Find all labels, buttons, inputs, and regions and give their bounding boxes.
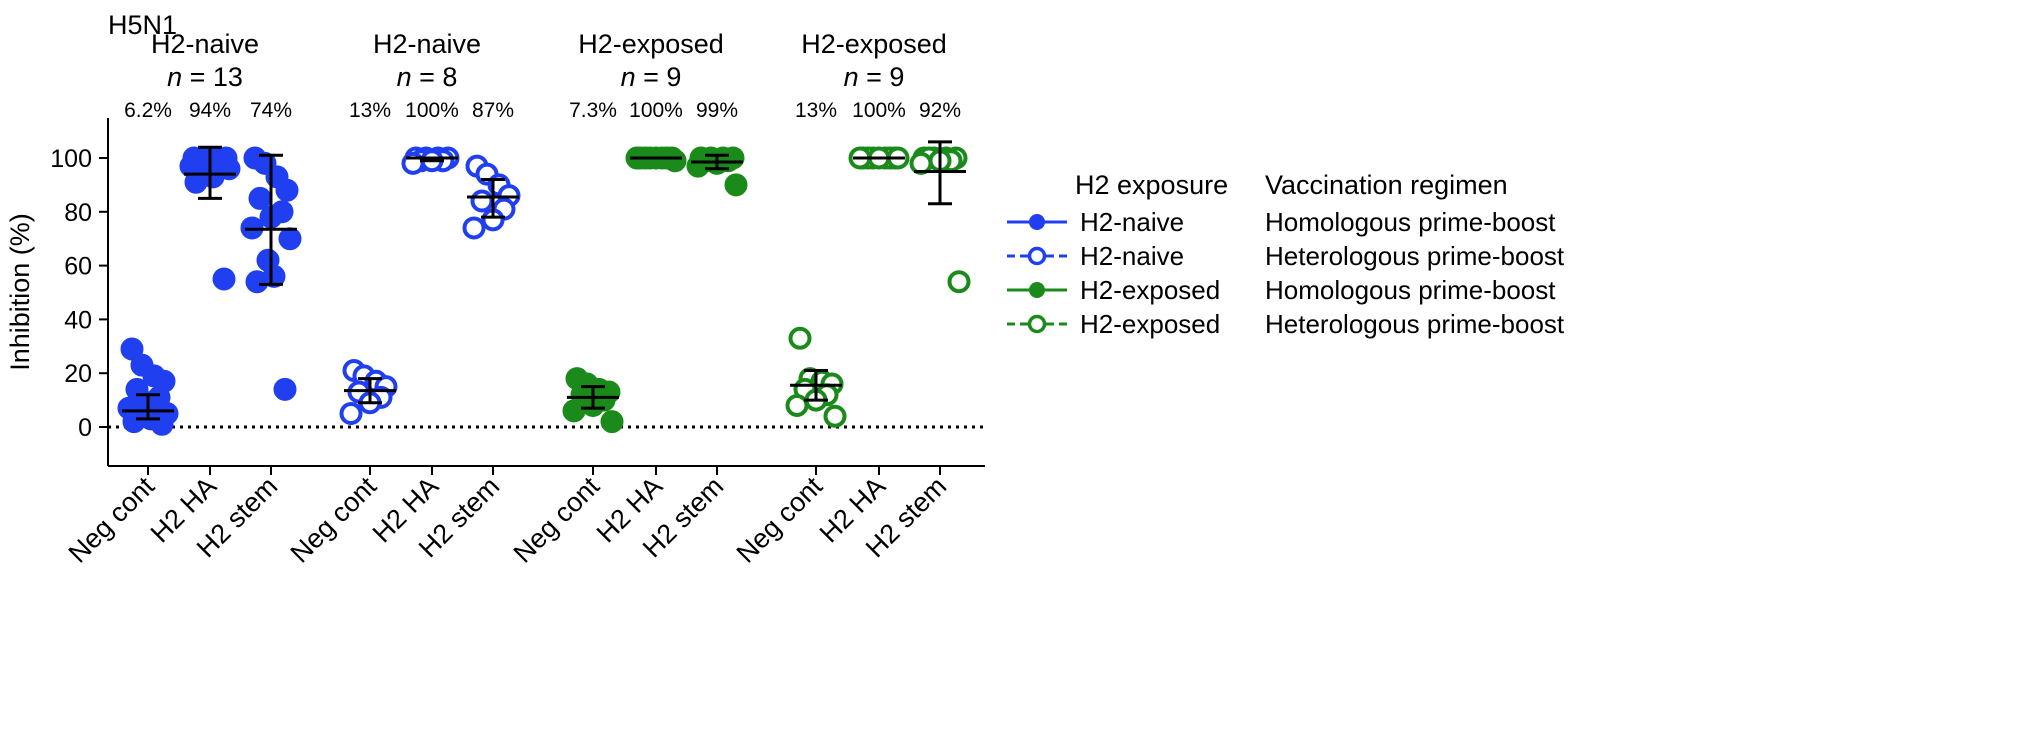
group-label: H2-naive [373,29,481,59]
data-point [785,393,809,417]
category-2-2: 100%H2 HA [367,99,460,548]
legend-exposure-label: H2-exposed [1080,275,1220,305]
data-point [339,402,363,426]
n-symbol: n [397,62,412,92]
chart-title: H5N1 [108,10,177,40]
percent-label: 7.3% [569,99,617,122]
category-4-2: 100%H2 HA [814,99,910,548]
group-label: H2-exposed [578,29,724,59]
legend: H2 exposure Vaccination regimen H2-naive Ho… [1007,170,1565,339]
n-value: = 8 [412,62,458,92]
data-point [184,170,208,194]
data-point [663,149,687,173]
percent-label: 92% [919,99,961,122]
data-point [212,267,236,291]
legend-entry-1: H2-naive Homologous prime-boost [1007,207,1556,237]
percent-label: 100% [629,99,683,122]
data-point [724,173,748,197]
data-point [600,410,624,434]
group-n-label: n = 9 [844,62,905,92]
x-tick-label: Neg cont [731,471,829,569]
category-4-1: 13% Neg cont [731,99,847,569]
percent-label: 13% [795,99,837,122]
data-point [823,404,847,428]
legend-entry-3: H2-exposed Homologous prime-boost [1007,275,1556,305]
x-tick-label: Neg cont [285,471,383,569]
legend-entry-4: H2-exposed Heterologous prime-boost [1007,309,1565,339]
data-point [788,326,812,350]
legend-regimen-label: Heterologous prime-boost [1265,309,1565,339]
percent-label: 87% [472,99,514,122]
n-value: = 9 [636,62,682,92]
y-axis-label: Inhibition (%) [5,213,35,371]
legend-marker [1027,246,1047,266]
n-value: = 9 [859,62,905,92]
x-tick-label: Neg cont [63,471,161,569]
data-point [947,270,971,294]
legend-marker [1027,314,1047,334]
group-label: H2-exposed [801,29,947,59]
y-tick-label: 60 [64,253,92,281]
legend-exposure-label: H2-naive [1080,207,1184,237]
legend-regimen-label: Homologous prime-boost [1265,207,1556,237]
data-point [275,178,299,202]
y-tick-label: 40 [64,306,92,334]
group-n-label: n = 8 [397,62,458,92]
n-symbol: n [167,62,182,92]
percent-label: 100% [405,99,459,122]
data-point [273,377,297,401]
percent-label: 74% [250,99,292,122]
category-2-1: 13% Neg cont [285,99,398,569]
legend-entry-2: H2-naive Heterologous prime-boost [1007,241,1565,271]
legend-marker [1029,214,1045,230]
data-point [122,410,146,434]
category-3-2: 100%H2 HA [591,99,687,548]
y-tick-label: 80 [64,199,92,227]
data-point [150,412,174,436]
legend-regimen-label: Homologous prime-boost [1265,275,1556,305]
data-point [462,216,486,240]
group-n-label: n = 13 [167,62,243,92]
n-value: = 13 [182,62,243,92]
data-point [278,227,302,251]
x-tick-label: Neg cont [508,471,606,569]
category-3-1: 7.3% Neg cont [508,99,624,569]
percent-label: 100% [852,99,906,122]
percent-label: 6.2% [124,99,172,122]
percent-label: 94% [189,99,231,122]
n-symbol: n [844,62,859,92]
y-tick-label: 20 [64,360,92,388]
percent-label: 99% [696,99,738,122]
group-label: H2-naive [151,29,259,59]
legend-regimen-label: Heterologous prime-boost [1265,241,1565,271]
legend-header-regimen: Vaccination regimen [1265,170,1508,200]
legend-exposure-label: H2-exposed [1080,309,1220,339]
n-symbol: n [621,62,636,92]
percent-label: 13% [349,99,391,122]
data-point [470,189,494,213]
data-point [562,399,586,423]
data-point [686,154,710,178]
legend-exposure-label: H2-naive [1080,241,1184,271]
legend-marker [1029,282,1045,298]
legend-header-exposure: H2 exposure [1075,170,1228,200]
y-tick-label: 0 [78,414,92,442]
category-1-2: 94%H2 HA [145,99,241,548]
data-point [248,186,272,210]
group-n-label: n = 9 [621,62,682,92]
data-point [245,270,269,294]
y-tick-label: 100 [50,145,92,173]
